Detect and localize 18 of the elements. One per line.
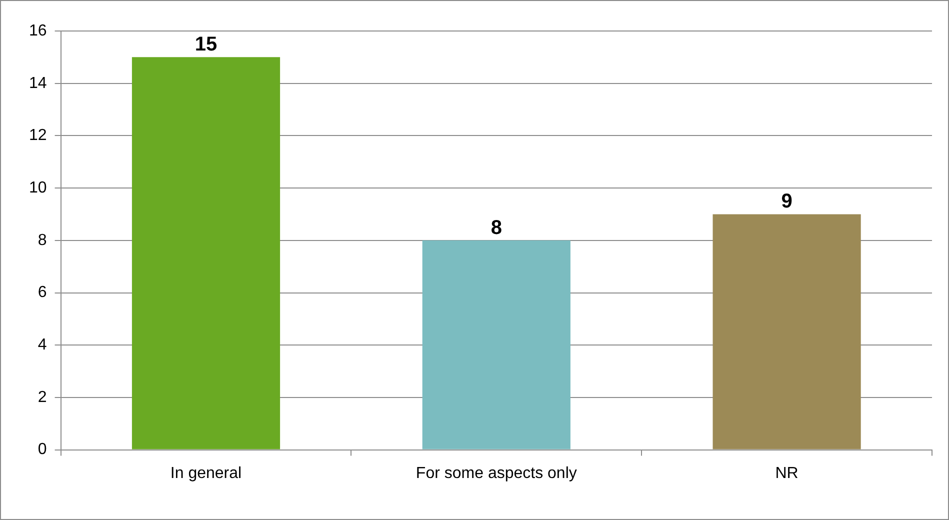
y-tick-label: 16 <box>29 22 47 40</box>
bar <box>422 240 570 450</box>
data-label: 9 <box>781 190 792 213</box>
y-tick-label: 14 <box>29 74 47 92</box>
data-label: 8 <box>490 216 502 239</box>
bar <box>132 57 280 450</box>
y-tick-label: 12 <box>29 127 47 144</box>
x-tick-label: NR <box>775 464 798 482</box>
y-tick-label: 10 <box>29 179 47 196</box>
bar <box>712 214 861 450</box>
data-label: 15 <box>194 34 218 56</box>
y-tick-label: 6 <box>38 284 47 302</box>
y-tick-label: 4 <box>38 336 47 354</box>
y-tick-label: 2 <box>38 388 47 406</box>
y-tick-label: 0 <box>38 441 47 458</box>
x-tick-label: In general <box>170 464 242 482</box>
x-tick-label: For some aspects only <box>416 464 577 482</box>
y-tick-label: 8 <box>38 232 47 249</box>
